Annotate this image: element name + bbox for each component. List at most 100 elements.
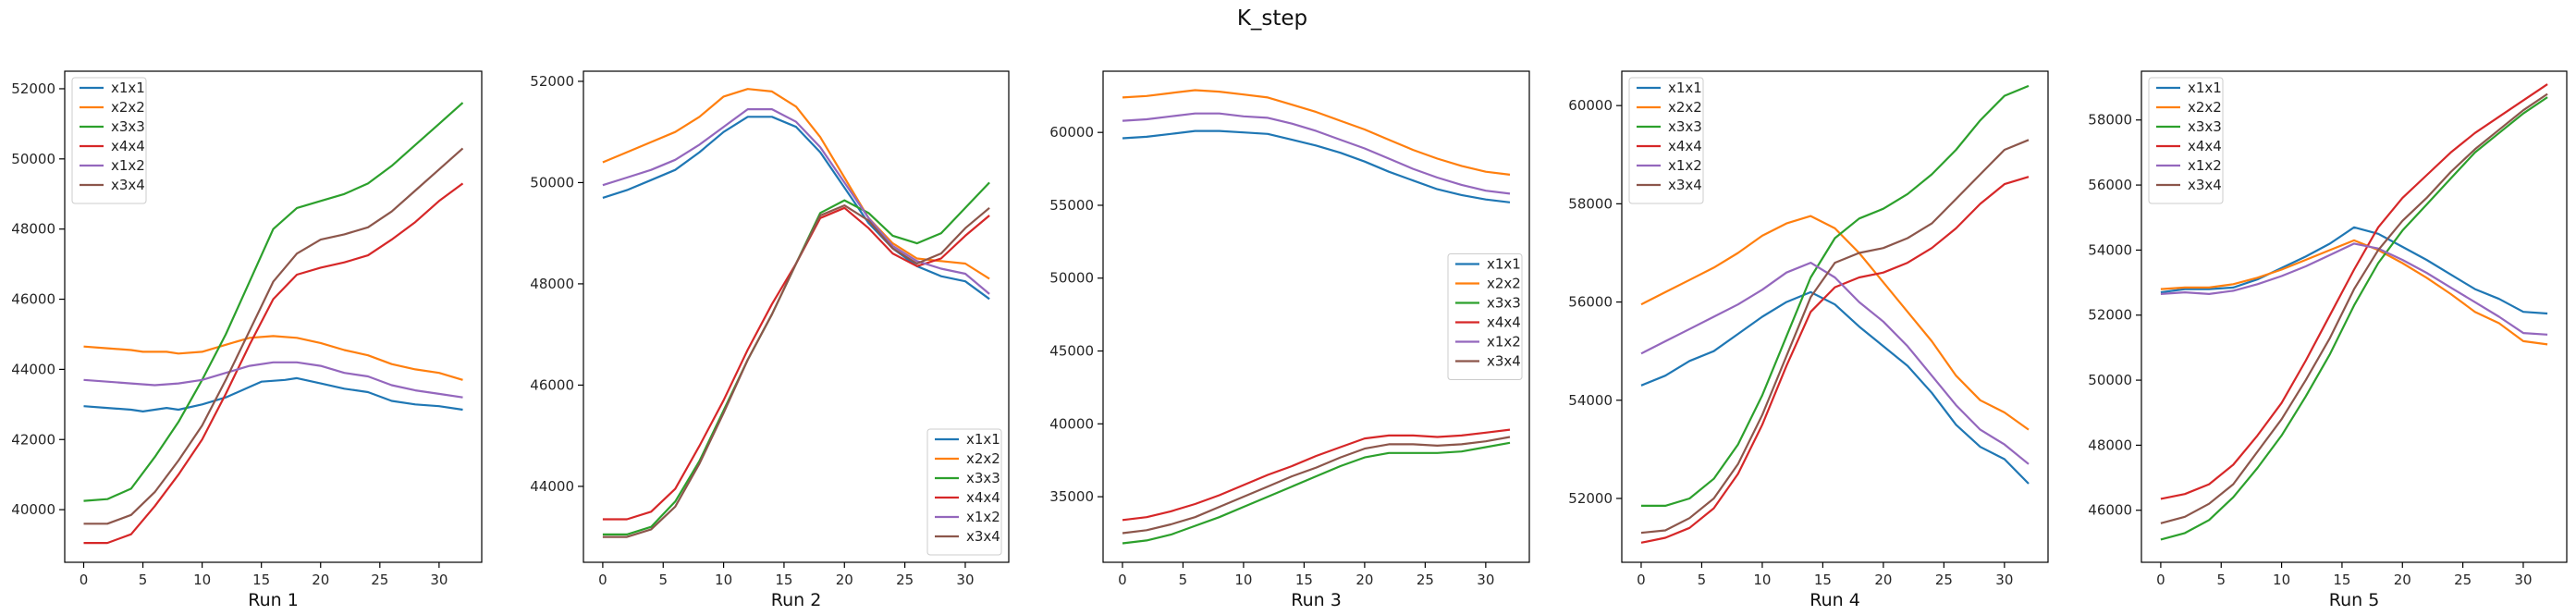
x-tick-label: 5 [658,572,668,588]
chart-run-2: 0 5 10 15 20 25 30 44000 46000 48000 50000 52000 Run… [530,70,1010,610]
y-tick: 52000 [2088,307,2141,324]
legend-entry-x1x2: x1x2 [935,509,1000,525]
x-tick: 15 [252,562,270,588]
series-line-x2x2 [602,88,990,280]
legend-label: x3x4 [111,177,145,193]
series-line-x4x4 [1640,176,2030,544]
legend-entry-x1x2: x1x2 [2156,157,2222,174]
legend-entry-x4x4: x4x4 [1637,138,1702,154]
x-tick: 25 [2454,562,2472,588]
x-tick-label: 20 [1874,572,1892,588]
legend-entry-x3x4: x3x4 [1455,353,1521,370]
series-line-x1x1 [1640,290,2030,485]
legend-entry-x3x3: x3x3 [935,470,1000,486]
x-tick-label: 5 [139,572,148,588]
y-tick: 50000 [11,151,65,167]
y-tick: 54000 [1568,392,1622,409]
series-line-x4x4 [83,182,464,545]
y-tick-label: 56000 [1568,294,1613,311]
y-tick-label: 46000 [2088,502,2132,519]
series-line-x1x1 [83,376,463,412]
legend-entry-x1x1: x1x1 [935,431,1000,448]
y-tick: 46000 [11,291,65,308]
x-tick: 30 [1477,562,1494,588]
x-tick: 30 [956,562,975,588]
y-tick-label: 40000 [11,501,55,518]
y-tick: 48000 [11,221,65,238]
series-line-x3x4 [1122,436,1511,535]
legend-entry-x1x1: x1x1 [1637,80,1702,96]
legend: x1x1 x2x2 x3x3 x4x4 x1x2 x3x4 [1447,253,1523,380]
y-tick: 50000 [530,174,583,191]
axes-frame [1621,70,2049,563]
legend-label: x1x2 [966,509,1000,525]
y-tick: 46000 [530,376,583,393]
x-axis-label: Run 4 [1809,590,1860,610]
x-axis-label: Run 5 [2329,590,2380,610]
legend-entry-x3x4: x3x4 [1637,177,1702,193]
series-line-x3x4 [1640,139,2030,535]
y-tick-label: 35000 [1049,488,1094,505]
y-tick-label: 50000 [1049,270,1094,287]
y-tick-label: 52000 [1568,490,1613,507]
y-tick-label: 45000 [1049,343,1094,360]
x-tick: 0 [1637,562,1646,588]
legend-label: x1x2 [1668,157,1702,174]
x-tick-label: 30 [430,572,448,588]
y-tick: 48000 [530,276,583,292]
x-tick-label: 5 [1698,572,1707,588]
y-tick: 45000 [1049,343,1103,360]
legend-entry-x4x4: x4x4 [1455,314,1521,331]
y-tick-label: 48000 [530,276,574,292]
legend-label: x3x3 [2188,118,2222,135]
series-line-x2x2 [83,335,463,381]
y-tick-label: 60000 [1568,97,1613,114]
x-tick-label: 15 [2333,572,2350,588]
x-tick-label: 10 [2273,572,2290,588]
legend-entry-x2x2: x2x2 [80,99,145,116]
legend-entry-x4x4: x4x4 [80,138,145,154]
legend-label: x3x3 [966,470,1000,486]
legend-label: x1x1 [1487,256,1521,273]
x-tick: 5 [1179,562,1188,588]
y-tick: 58000 [1568,195,1622,212]
series-line-x4x4 [2160,83,2548,500]
series-line-x1x2 [1122,112,1511,195]
y-tick: 52000 [11,80,65,97]
legend-entry-x3x4: x3x4 [2156,177,2222,193]
series-line-x1x1 [1122,129,1511,203]
x-tick-label: 5 [2216,572,2226,588]
x-tick: 10 [715,562,732,588]
x-tick: 0 [2156,562,2165,588]
legend: x1x1 x2x2 x3x3 x4x4 x1x2 x3x4 [926,428,1002,556]
x-tick-label: 10 [1753,572,1771,588]
x-tick-label: 5 [1179,572,1188,588]
y-tick: 46000 [2088,502,2141,519]
y-tick-label: 42000 [11,431,55,448]
x-tick: 15 [775,562,792,588]
y-tick: 50000 [2088,372,2141,388]
x-tick: 30 [430,562,448,588]
series-line-x3x3 [2160,96,2548,541]
x-tick-label: 0 [1637,572,1646,588]
series-line-x1x1 [602,116,990,301]
x-tick: 20 [836,562,853,588]
y-tick-label: 48000 [11,221,55,238]
legend-label: x4x4 [1487,314,1521,331]
x-tick: 5 [658,562,668,588]
y-tick: 48000 [2088,437,2141,453]
y-tick-label: 44000 [530,478,574,495]
legend-entry-x1x1: x1x1 [2156,80,2222,96]
legend-label: x3x4 [1668,177,1702,193]
axes-frame [1102,70,1530,563]
series-line-x3x4 [2160,92,2548,524]
x-tick-label: 25 [2454,572,2472,588]
series-line-x1x2 [1640,262,2030,465]
x-tick-label: 0 [1118,572,1127,588]
x-tick-label: 25 [1935,572,1953,588]
y-tick-label: 58000 [2088,112,2132,129]
legend-label: x3x4 [966,528,1000,545]
x-tick: 25 [371,562,388,588]
x-tick: 0 [80,562,88,588]
legend-label: x1x1 [966,431,1000,448]
